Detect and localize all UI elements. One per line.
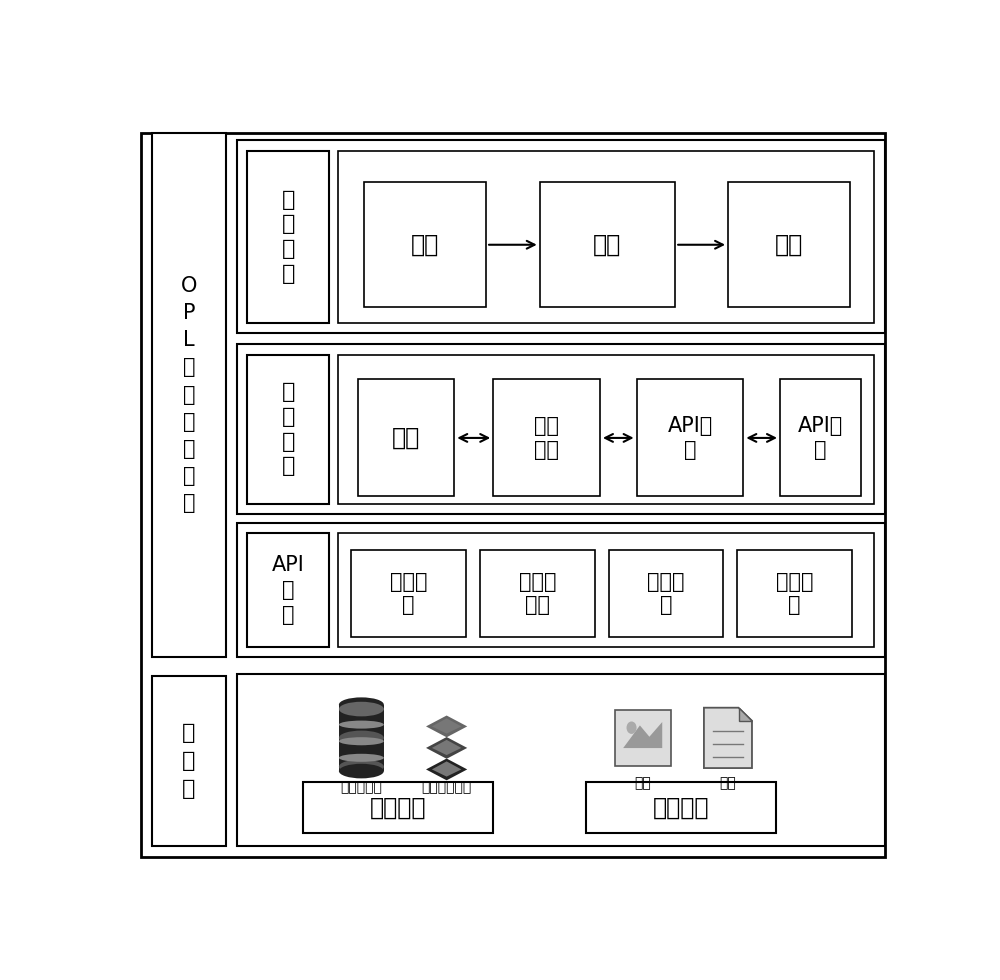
Ellipse shape: [339, 730, 384, 745]
Text: 对象: 对象: [411, 233, 439, 257]
Text: 对象
属性: 对象 属性: [534, 416, 559, 460]
Bar: [237, 522, 885, 658]
Bar: [728, 182, 850, 307]
Ellipse shape: [339, 760, 384, 774]
Bar: [152, 132, 226, 658]
Polygon shape: [426, 715, 467, 737]
Text: 数
据
源: 数 据 源: [182, 722, 196, 799]
Ellipse shape: [339, 720, 384, 728]
Bar: [237, 140, 885, 332]
Polygon shape: [623, 722, 662, 748]
Text: 属性名
称: 属性名 称: [776, 571, 813, 615]
Ellipse shape: [627, 721, 637, 734]
Polygon shape: [426, 737, 467, 759]
Text: API
转
换: API 转 换: [272, 556, 305, 625]
Text: 关
系
映
射: 关 系 映 射: [281, 189, 295, 284]
Polygon shape: [432, 761, 461, 776]
Bar: [351, 550, 466, 637]
Ellipse shape: [339, 754, 384, 761]
Bar: [493, 379, 600, 497]
Bar: [637, 379, 743, 497]
Bar: [358, 379, 454, 497]
Text: 文件: 文件: [720, 776, 736, 790]
Text: 关系数据库: 关系数据库: [340, 780, 382, 794]
Bar: [615, 710, 671, 766]
Text: API数
据: API数 据: [798, 416, 843, 460]
Text: 对
象
映
射: 对 象 映 射: [281, 382, 295, 476]
Bar: [247, 355, 329, 504]
Bar: [540, 182, 675, 307]
Bar: [338, 151, 874, 322]
Bar: [247, 151, 329, 322]
Bar: [237, 344, 885, 514]
Text: 操作集
合: 操作集 合: [647, 571, 685, 615]
Text: O
P
L
动
态
模
型
构
建: O P L 动 态 模 型 构 建: [181, 275, 197, 514]
Polygon shape: [432, 740, 461, 755]
Ellipse shape: [339, 763, 384, 778]
Ellipse shape: [339, 698, 384, 712]
Bar: [780, 379, 861, 497]
Text: 动态数据: 动态数据: [370, 796, 426, 819]
Bar: [247, 533, 329, 648]
Bar: [364, 182, 486, 307]
Text: 图片: 图片: [634, 776, 651, 790]
Text: 属性类
型: 属性类 型: [390, 571, 427, 615]
Text: 静态数据: 静态数据: [653, 796, 709, 819]
Bar: [338, 355, 874, 504]
Text: 对象: 对象: [392, 426, 420, 450]
Ellipse shape: [339, 737, 384, 745]
Bar: [338, 533, 874, 648]
Bar: [737, 550, 852, 637]
Text: 对象: 对象: [775, 233, 803, 257]
Polygon shape: [739, 708, 752, 721]
Polygon shape: [426, 759, 467, 780]
Text: 非关系数据库: 非关系数据库: [422, 780, 472, 794]
Bar: [237, 673, 885, 846]
Text: 属性默
认值: 属性默 认值: [519, 571, 556, 615]
Bar: [480, 550, 595, 637]
Text: API属
性: API属 性: [667, 416, 713, 460]
Bar: [152, 676, 226, 846]
Bar: [609, 550, 723, 637]
Bar: [303, 782, 493, 833]
Ellipse shape: [339, 702, 384, 716]
Text: 场景: 场景: [593, 233, 622, 257]
Polygon shape: [432, 718, 461, 734]
Bar: [339, 705, 384, 771]
Bar: [586, 782, 776, 833]
Polygon shape: [704, 708, 752, 768]
